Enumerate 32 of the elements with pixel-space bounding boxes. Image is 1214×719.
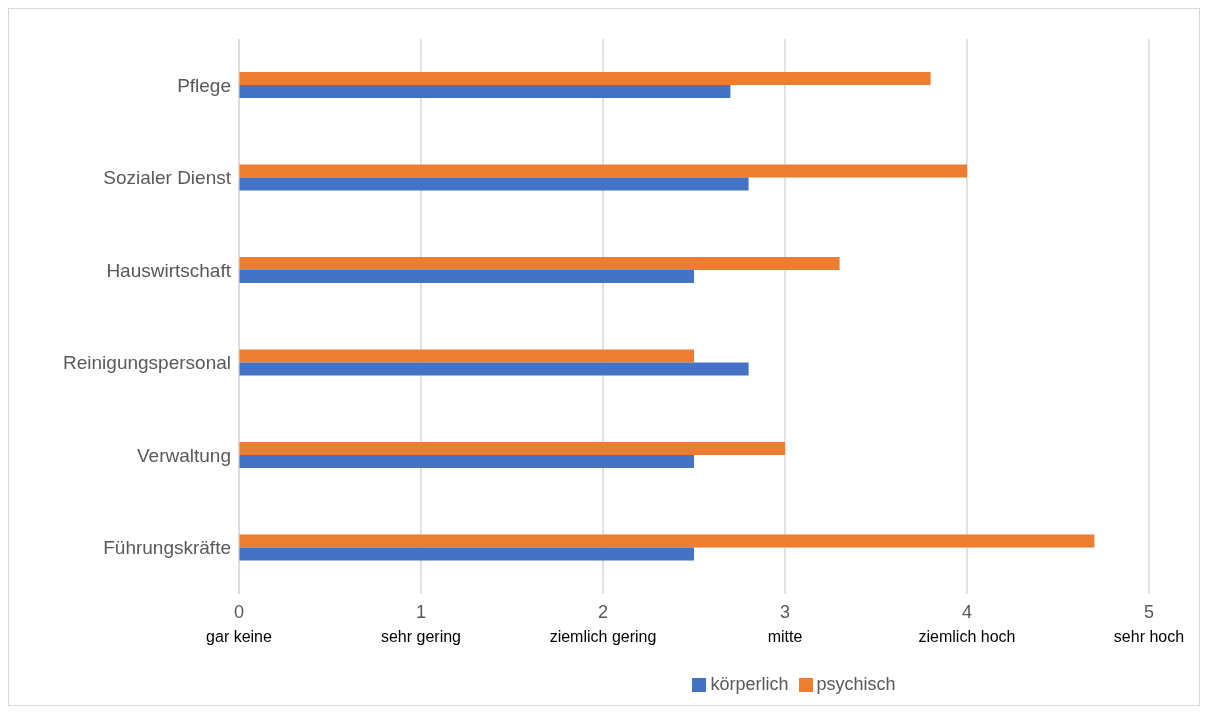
x-tick-label: 5 <box>1143 602 1155 622</box>
x-tick-label: 3 <box>779 602 791 622</box>
text: sehr gering <box>380 628 462 645</box>
text: gar keine <box>206 628 273 645</box>
bar <box>239 270 694 283</box>
bar <box>239 72 931 85</box>
y-tick-label: Verwaltung <box>136 444 231 466</box>
text: mitte <box>767 628 803 645</box>
bar <box>239 257 840 270</box>
bar <box>239 362 749 376</box>
text: ziemlich gering <box>549 628 657 645</box>
bar <box>239 455 694 468</box>
legend-label: psychisch <box>816 674 896 694</box>
bar <box>239 349 694 363</box>
x-tick-label: 2 <box>597 602 609 622</box>
text: sehr hoch <box>1113 628 1185 645</box>
bar <box>239 442 785 455</box>
y-tick-label: Sozialer Dienst <box>103 167 232 189</box>
x-tick-label: 1 <box>415 602 427 622</box>
x-tick-label: 0 <box>233 602 245 622</box>
y-tick-label: Pflege <box>177 75 231 96</box>
y-tick-label: Führungskräfte <box>103 537 231 559</box>
text: ziemlich hoch <box>918 628 1016 645</box>
bar <box>239 85 731 98</box>
y-tick-label: Reinigungspersonal <box>63 352 231 374</box>
bar <box>239 177 749 191</box>
y-tick-label: Hauswirtschaft <box>106 259 232 281</box>
legend-label: körperlich <box>710 674 789 694</box>
bar <box>239 164 967 178</box>
x-tick-label: 4 <box>961 602 973 622</box>
bar <box>239 547 694 561</box>
bar <box>239 534 1095 548</box>
